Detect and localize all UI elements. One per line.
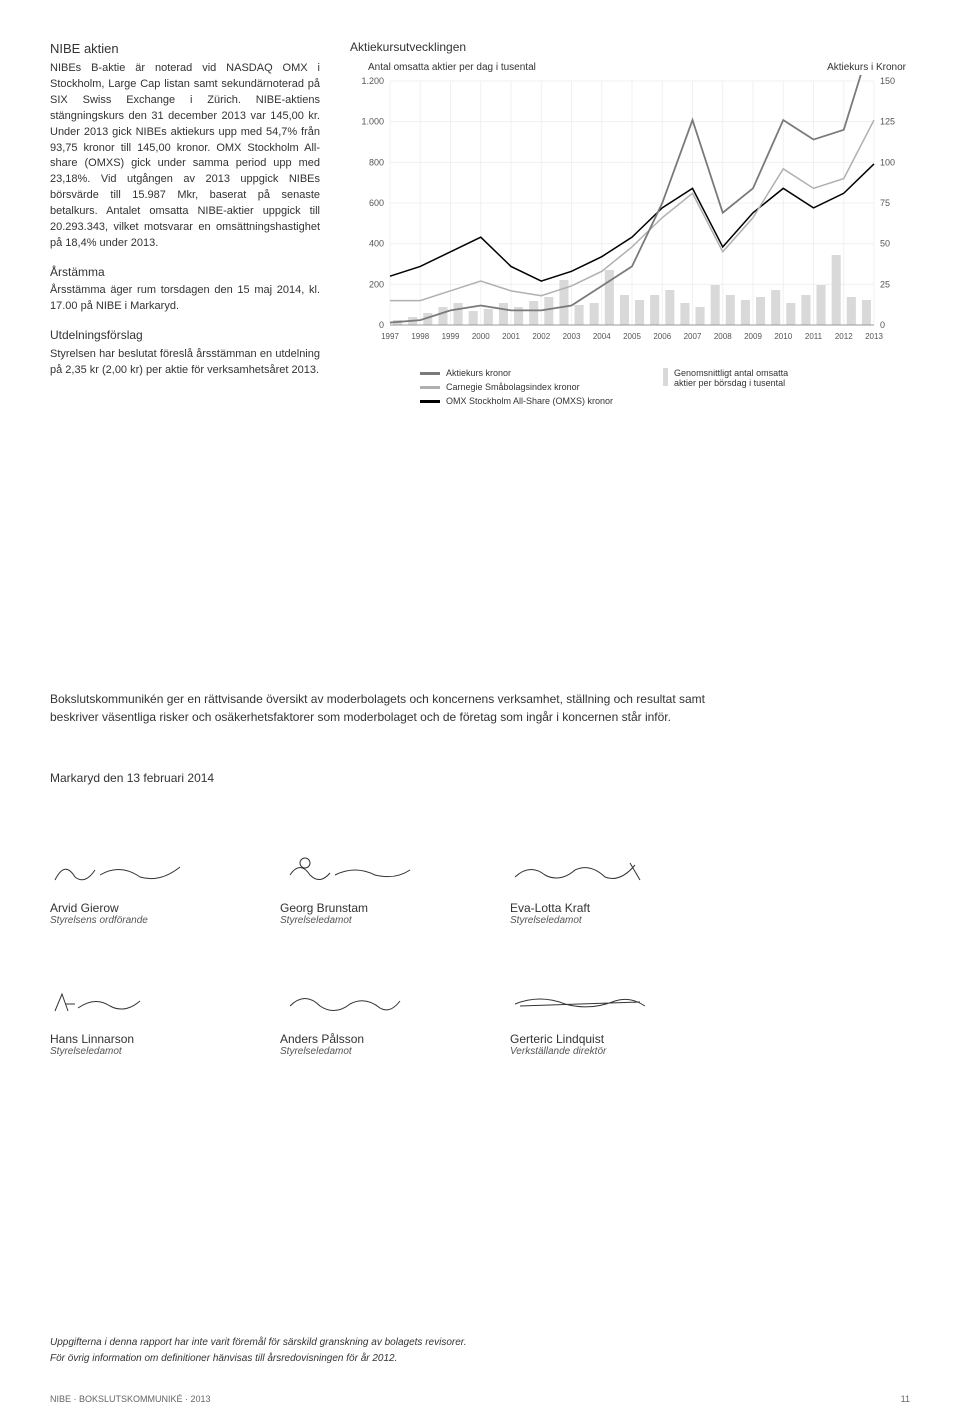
signatures-grid: Arvid Gierow Styrelsens ordförande Georg…	[50, 855, 910, 1057]
signature-row: Arvid Gierow Styrelsens ordförande Georg…	[50, 855, 910, 926]
chart-title: Aktiekursutvecklingen	[350, 40, 910, 54]
svg-text:600: 600	[369, 198, 384, 208]
chart-container: 1.200 150 1.000 125 800 100 600 75 400 50 200 25 0 0 1…	[350, 75, 910, 350]
date-line: Markaryd den 13 februari 2014	[50, 771, 910, 785]
svg-text:0: 0	[379, 320, 384, 330]
svg-text:1997: 1997	[381, 332, 399, 341]
signature-image	[50, 855, 240, 895]
legend-label: Aktiekurs kronor	[446, 368, 511, 378]
footer-note-line: För övrig information om definitioner hä…	[50, 1351, 467, 1367]
legend-label: Genomsnittligt antal omsatta	[674, 368, 788, 378]
signatory-title: Styrelseledamot	[280, 915, 470, 926]
svg-text:2009: 2009	[744, 332, 762, 341]
svg-text:2005: 2005	[623, 332, 641, 341]
svg-text:2001: 2001	[502, 332, 520, 341]
svg-text:200: 200	[369, 279, 384, 289]
signature-cell: Anders Pålsson Styrelseledamot	[280, 986, 470, 1057]
svg-text:2006: 2006	[653, 332, 671, 341]
signatory-title: Styrelseledamot	[50, 1046, 240, 1057]
signature-cell: Eva-Lotta Kraft Styrelseledamot	[510, 855, 700, 926]
legend-volume: Genomsnittligt antal omsatta aktier per …	[663, 368, 788, 410]
signature-image	[510, 855, 700, 895]
signature-row: Hans Linnarson Styrelseledamot Anders På…	[50, 986, 910, 1057]
svg-text:2007: 2007	[684, 332, 702, 341]
svg-text:2010: 2010	[774, 332, 792, 341]
signatory-name: Arvid Gierow	[50, 901, 240, 915]
body-paragraph: Årsstämma äger rum torsdagen den 15 maj …	[50, 283, 320, 315]
chart-axis-labels: Antal omsatta aktier per dag i tusental …	[350, 62, 910, 75]
legend-label: OMX Stockholm All-Share (OMXS) kronor	[446, 396, 613, 406]
svg-text:1998: 1998	[411, 332, 429, 341]
signatory-name: Hans Linnarson	[50, 1032, 240, 1046]
stock-chart: 1.200 150 1.000 125 800 100 600 75 400 50 200 25 0 0 1…	[350, 75, 910, 345]
signature-cell: Georg Brunstam Styrelseledamot	[280, 855, 470, 926]
svg-text:125: 125	[880, 117, 895, 127]
signatory-title: Styrelseledamot	[280, 1046, 470, 1057]
subheading-utdelning: Utdelningsförslag	[50, 327, 320, 344]
svg-text:2012: 2012	[835, 332, 853, 341]
legend-swatch-aktiekurs	[420, 372, 440, 375]
svg-text:1.200: 1.200	[361, 76, 384, 86]
signature-image	[510, 986, 700, 1026]
svg-text:50: 50	[880, 239, 890, 249]
svg-text:2011: 2011	[805, 332, 823, 341]
legend-label: aktier per börsdag i tusental	[674, 378, 788, 388]
legend-item: Carnegie Småbolagsindex kronor	[420, 382, 613, 392]
legend-volume-text: Genomsnittligt antal omsatta aktier per …	[674, 368, 788, 388]
chart-column: Aktiekursutvecklingen Antal omsatta akti…	[350, 40, 910, 410]
right-axis-label: Aktiekurs i Kronor	[827, 62, 906, 73]
svg-text:25: 25	[880, 279, 890, 289]
legend-item: OMX Stockholm All-Share (OMXS) kronor	[420, 396, 613, 406]
svg-text:75: 75	[880, 198, 890, 208]
svg-text:2013: 2013	[865, 332, 883, 341]
svg-text:2004: 2004	[593, 332, 611, 341]
subheading-arstamma: Årstämma	[50, 264, 320, 281]
signature-image	[50, 986, 240, 1026]
left-text-column: NIBE aktien NIBEs B-aktie är noterad vid…	[50, 40, 320, 410]
svg-text:2003: 2003	[563, 332, 581, 341]
page-footer: NIBE · BOKSLUTSKOMMUNIKÉ · 2013 11	[50, 1394, 910, 1404]
legend-item: Aktiekurs kronor	[420, 368, 613, 378]
legend-label: Carnegie Småbolagsindex kronor	[446, 382, 580, 392]
svg-text:800: 800	[369, 157, 384, 167]
signature-cell: Hans Linnarson Styrelseledamot	[50, 986, 240, 1057]
svg-text:400: 400	[369, 239, 384, 249]
svg-text:150: 150	[880, 76, 895, 86]
chart-legend: Aktiekurs kronor Carnegie Småbolagsindex…	[350, 368, 910, 410]
footer-left: NIBE · BOKSLUTSKOMMUNIKÉ · 2013	[50, 1394, 211, 1404]
signature-cell: Arvid Gierow Styrelsens ordförande	[50, 855, 240, 926]
legend-swatch-omx	[420, 400, 440, 403]
body-paragraph: NIBEs B-aktie är noterad vid NASDAQ OMX …	[50, 61, 320, 252]
signatory-name: Anders Pålsson	[280, 1032, 470, 1046]
signatory-title: Styrelsens ordförande	[50, 915, 240, 926]
svg-text:0: 0	[880, 320, 885, 330]
svg-text:100: 100	[880, 157, 895, 167]
top-section: NIBE aktien NIBEs B-aktie är noterad vid…	[50, 40, 910, 410]
legend-swatch-carnegie	[420, 386, 440, 389]
signatory-name: Gerteric Lindquist	[510, 1032, 700, 1046]
signature-cell: Gerteric Lindquist Verkställande direktö…	[510, 986, 700, 1057]
legend-bar-icon	[663, 368, 668, 386]
signature-image	[280, 855, 470, 895]
statement-paragraph: Bokslutskommunikén ger en rättvisande öv…	[50, 690, 730, 726]
page-number: 11	[901, 1394, 910, 1404]
svg-text:2000: 2000	[472, 332, 490, 341]
svg-text:2008: 2008	[714, 332, 732, 341]
left-axis-label: Antal omsatta aktier per dag i tusental	[368, 62, 536, 73]
svg-text:1.000: 1.000	[361, 117, 384, 127]
signatory-name: Georg Brunstam	[280, 901, 470, 915]
signatory-title: Styrelseledamot	[510, 915, 700, 926]
signatory-title: Verkställande direktör	[510, 1046, 700, 1057]
body-paragraph: Styrelsen har beslutat föreslå årsstämma…	[50, 347, 320, 379]
footer-note-line: Uppgifterna i denna rapport har inte var…	[50, 1335, 467, 1351]
svg-text:2002: 2002	[532, 332, 550, 341]
section-heading: NIBE aktien	[50, 40, 320, 59]
legend-series: Aktiekurs kronor Carnegie Småbolagsindex…	[420, 368, 613, 410]
footer-note: Uppgifterna i denna rapport har inte var…	[50, 1335, 467, 1367]
svg-text:1999: 1999	[442, 332, 460, 341]
signatory-name: Eva-Lotta Kraft	[510, 901, 700, 915]
signature-image	[280, 986, 470, 1026]
